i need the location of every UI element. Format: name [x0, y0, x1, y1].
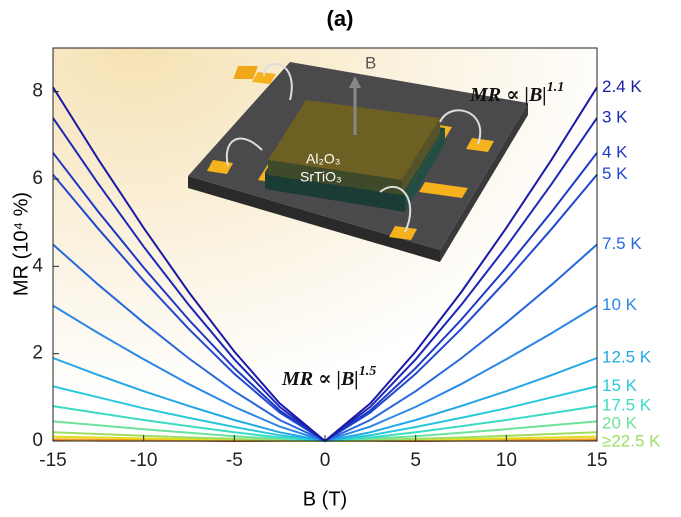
series-label: 10 K: [602, 295, 638, 314]
y-tick-label: 6: [32, 168, 43, 189]
x-axis-label: B (T): [303, 488, 347, 510]
annotation-text: MR ∝ |B|: [469, 84, 547, 106]
annotation: MR ∝ |B|1.5: [281, 364, 376, 389]
inset-substrate-label: SrTiO₃: [300, 169, 342, 185]
series-label: 12.5 K: [602, 348, 652, 367]
x-tick-label: 10: [496, 450, 517, 471]
y-axis-label: MR (10⁴ %): [10, 192, 32, 296]
series-label: 5 K: [602, 164, 628, 183]
y-tick-label: 2: [32, 343, 43, 364]
inset-layer-label: Al₂O₃: [306, 151, 340, 167]
annotation-exponent: 1.5: [359, 364, 377, 379]
series-label: 17.5 K: [602, 396, 652, 415]
annotation-exponent: 1.1: [547, 80, 565, 95]
series-label: 7.5 K: [602, 234, 642, 253]
x-tick-label: 15: [586, 450, 607, 471]
inset-field-label: B: [365, 53, 376, 72]
series-label: 2.4 K: [602, 77, 642, 96]
annotation-text: MR ∝ |B|: [281, 368, 359, 390]
x-tick-label: 0: [320, 450, 331, 471]
y-tick-label: 0: [32, 430, 43, 451]
x-tick-label: -15: [39, 450, 66, 471]
series-label: 3 K: [602, 107, 628, 126]
y-tick-label: 4: [32, 255, 43, 276]
annotation: MR ∝ |B|1.1: [469, 80, 564, 105]
series-label: 20 K: [602, 414, 638, 433]
series-label: 15 K: [602, 376, 638, 395]
x-tick-label: -5: [226, 450, 243, 471]
series-label: ≥22.5 K: [602, 432, 661, 451]
chart-title: (a): [327, 6, 354, 31]
series-label: 4 K: [602, 142, 628, 161]
x-tick-label: -10: [130, 450, 157, 471]
x-tick-label: 5: [410, 450, 421, 471]
y-tick-label: 8: [32, 81, 43, 102]
device-inset: B Al₂O₃ SrTiO₃: [188, 53, 528, 262]
